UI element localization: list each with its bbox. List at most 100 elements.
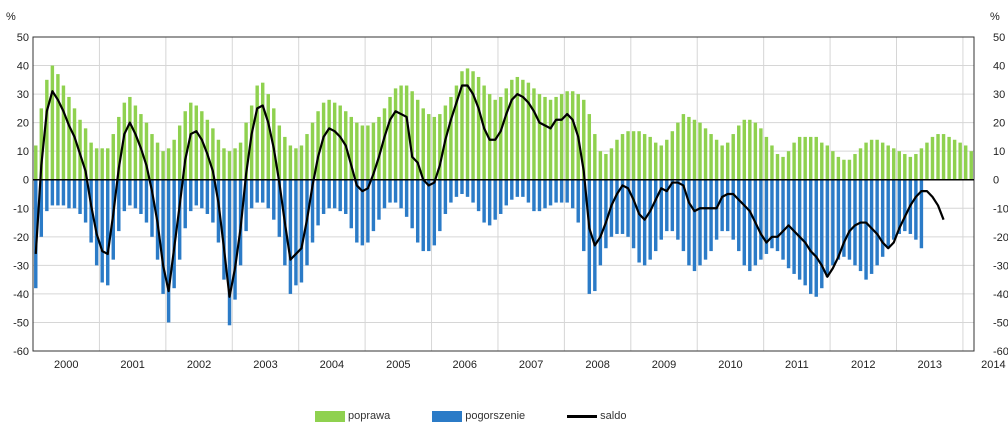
bar-pogorszenie: [45, 179, 49, 212]
x-tick-label: 2011: [785, 359, 809, 371]
bar-poprawa: [211, 128, 215, 180]
bar-pogorszenie: [338, 179, 342, 212]
bar-poprawa: [665, 139, 669, 180]
bar-poprawa: [172, 139, 176, 180]
y-tick-label-left: 30: [17, 89, 29, 101]
bar-poprawa: [687, 116, 691, 180]
bar-poprawa: [554, 96, 558, 180]
y-tick-label-right: -60: [993, 346, 1008, 358]
bars: [34, 65, 973, 326]
bar-pogorszenie: [786, 179, 791, 269]
bar-pogorszenie: [775, 179, 780, 252]
bar-pogorszenie: [316, 179, 320, 226]
legend-swatch-saldo: [567, 414, 598, 418]
bar-poprawa: [714, 139, 719, 180]
bar-pogorszenie: [56, 179, 60, 206]
bar-pogorszenie: [853, 179, 857, 266]
bar-poprawa: [875, 139, 879, 180]
bar-poprawa: [543, 96, 547, 180]
bar-poprawa: [825, 145, 830, 180]
bar-poprawa: [659, 145, 663, 180]
bar-poprawa: [532, 88, 536, 180]
bar-poprawa: [831, 151, 835, 180]
x-tick-label: 2001: [120, 359, 144, 371]
bar-pogorszenie: [493, 179, 497, 220]
bar-poprawa: [89, 142, 93, 180]
bar-pogorszenie: [344, 179, 348, 214]
bar-pogorszenie: [714, 179, 719, 240]
bar-poprawa: [775, 154, 780, 180]
bar-poprawa: [504, 88, 508, 180]
bar-pogorszenie: [161, 179, 165, 294]
bar-pogorszenie: [39, 179, 44, 237]
bar-poprawa: [310, 122, 315, 180]
bar-pogorszenie: [393, 179, 398, 203]
bar-pogorszenie: [294, 179, 298, 286]
y-tick-label-right: -50: [993, 317, 1008, 329]
bar-pogorszenie: [631, 179, 636, 249]
y-tick-label-left: -20: [13, 232, 29, 244]
y-tick-label-right: 30: [993, 89, 1005, 101]
bar-poprawa: [748, 119, 752, 180]
bar-poprawa: [128, 96, 132, 180]
bar-poprawa: [438, 114, 442, 180]
bar-pogorszenie: [205, 179, 210, 214]
y-tick-label-right: -10: [993, 203, 1008, 215]
bar-pogorszenie: [410, 179, 414, 229]
bar-poprawa: [869, 139, 874, 180]
y-tick-label-right: -30: [993, 260, 1008, 272]
bar-pogorszenie: [266, 179, 270, 209]
bar-poprawa: [255, 85, 259, 180]
bar-poprawa: [820, 142, 824, 180]
bar-pogorszenie: [61, 179, 66, 206]
bar-pogorszenie: [321, 179, 326, 214]
bar-poprawa: [604, 154, 608, 180]
bar-pogorszenie: [177, 179, 182, 260]
bar-poprawa: [222, 148, 226, 180]
bar-pogorszenie: [332, 179, 337, 209]
bar-pogorszenie: [543, 179, 547, 209]
y-tick-label-right: 50: [993, 32, 1005, 44]
bar-pogorszenie: [299, 179, 304, 283]
bar-pogorszenie: [360, 179, 365, 246]
bar-poprawa: [676, 122, 680, 180]
bar-poprawa: [122, 102, 127, 180]
bar-poprawa: [476, 76, 481, 180]
bar-poprawa: [299, 145, 304, 180]
bar-pogorszenie: [471, 179, 475, 203]
y-tick-label-right: 40: [993, 61, 1005, 73]
bar-pogorszenie: [676, 179, 680, 240]
bar-poprawa: [111, 134, 115, 180]
bar-poprawa: [94, 148, 99, 180]
bar-poprawa: [936, 134, 940, 180]
bar-poprawa: [166, 148, 171, 180]
bar-pogorszenie: [521, 179, 525, 197]
bar-poprawa: [808, 136, 813, 180]
bar-pogorszenie: [565, 179, 569, 203]
bar-pogorszenie: [615, 179, 619, 234]
bar-pogorszenie: [897, 179, 901, 234]
bar-pogorszenie: [593, 179, 597, 292]
bar-poprawa: [681, 114, 686, 180]
bar-poprawa: [487, 94, 492, 180]
bar-poprawa: [100, 148, 104, 180]
bar-pogorszenie: [681, 179, 686, 252]
bar-pogorszenie: [349, 179, 353, 229]
bar-pogorszenie: [875, 179, 879, 266]
bar-pogorszenie: [504, 179, 508, 206]
bar-poprawa: [355, 122, 359, 180]
x-tick-label: 2004: [320, 359, 344, 371]
bar-poprawa: [454, 85, 459, 180]
bar-poprawa: [670, 131, 675, 180]
bar-pogorszenie: [277, 179, 282, 237]
bar-poprawa: [249, 105, 254, 180]
bar-poprawa: [67, 96, 71, 180]
bar-poprawa: [432, 116, 437, 180]
bar-pogorszenie: [842, 179, 846, 257]
bar-pogorszenie: [709, 179, 713, 252]
bar-poprawa: [731, 134, 735, 180]
bar-poprawa: [570, 91, 575, 180]
bar-pogorszenie: [687, 179, 691, 266]
bar-poprawa: [615, 139, 619, 180]
bar-pogorszenie: [892, 179, 896, 240]
